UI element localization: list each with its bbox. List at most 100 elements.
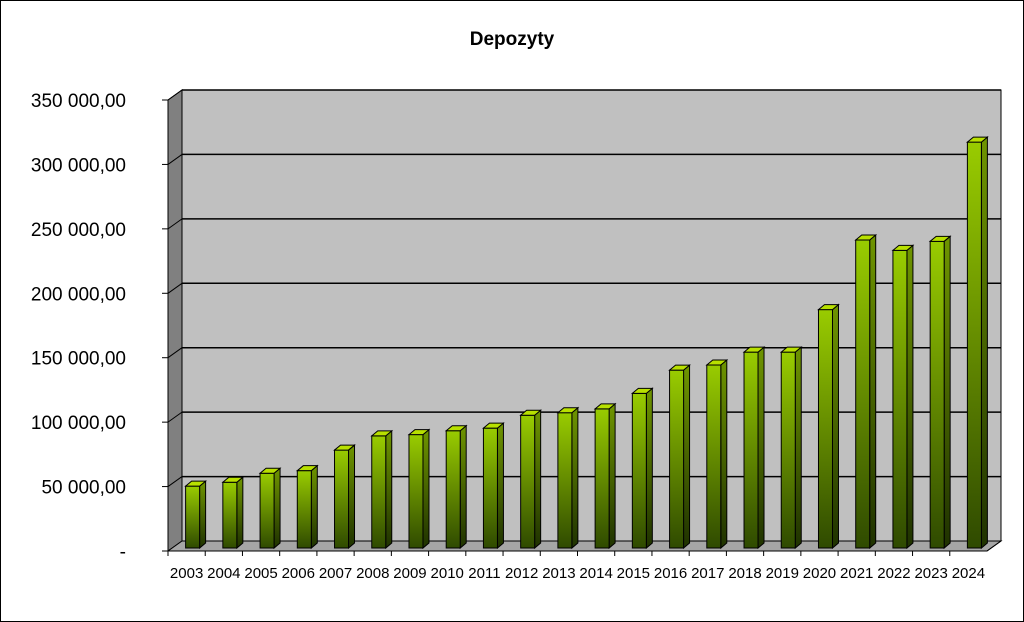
x-tick-label: 2006 — [282, 565, 315, 582]
bar-side — [385, 429, 393, 550]
bar-2008 — [370, 429, 394, 550]
gridline-side — [167, 347, 183, 359]
bar-2006 — [295, 464, 319, 550]
bar-2004 — [221, 476, 245, 550]
bar-front — [482, 427, 498, 549]
bar-front — [371, 435, 387, 549]
bar-top — [668, 364, 691, 371]
bar-2019 — [779, 346, 803, 550]
bar-top — [928, 235, 952, 242]
bar-front — [408, 434, 424, 549]
bar-side — [608, 402, 616, 550]
bar-top — [593, 403, 617, 410]
bar-front — [557, 412, 573, 549]
bar-top — [817, 304, 840, 311]
bar-front — [631, 392, 647, 549]
bar-2021 — [854, 233, 878, 550]
bar-top — [556, 407, 580, 414]
bar-side — [720, 358, 728, 550]
x-tick-label: 2023 — [914, 565, 947, 582]
bar-side — [422, 428, 430, 550]
x-tick-label: 2022 — [877, 565, 910, 582]
x-axis: 2003 2004 2005 2006 2007 2008 2009 2010 2011 2012… — [167, 540, 1002, 582]
x-tick-label: 2017 — [691, 565, 724, 582]
bar-front — [892, 249, 908, 549]
bar-side — [906, 244, 914, 550]
y-tick-label: 350 000,00 — [31, 91, 126, 112]
bar-top — [519, 409, 543, 416]
bar-2015 — [630, 387, 654, 550]
x-tick-label: 2013 — [542, 565, 575, 582]
bar-2010 — [444, 424, 468, 550]
x-tick-label: 2004 — [207, 565, 240, 582]
gridline-side — [167, 89, 183, 101]
bar-front — [520, 414, 536, 549]
bar-top — [184, 480, 207, 487]
x-tick-label: 2018 — [728, 565, 761, 582]
bar-side — [831, 303, 839, 550]
bar-front — [966, 141, 982, 549]
bar-2024 — [966, 136, 989, 550]
bar-front — [185, 485, 201, 549]
bar-2009 — [407, 428, 431, 550]
bar-front — [669, 369, 685, 549]
y-tick-label: 150 000,00 — [31, 349, 126, 370]
bar-front — [222, 481, 238, 549]
gridline-side — [167, 282, 183, 294]
gridline-side — [167, 218, 183, 230]
x-tick-label: 2020 — [803, 565, 836, 582]
y-axis: - 50 000,00 100 000,00 150 000,00 200 000,00… — [31, 91, 169, 563]
bar-2003 — [184, 480, 207, 550]
bar-side — [645, 387, 653, 550]
y-tick-label: - — [120, 542, 126, 563]
chart-title: Depozyty — [470, 29, 555, 50]
gridline-side — [167, 476, 183, 487]
bar-top — [966, 136, 989, 143]
bar-front — [817, 309, 833, 549]
bar-top — [258, 467, 282, 474]
bar-top — [854, 234, 878, 241]
bar-front — [929, 240, 945, 549]
x-tick-label: 2012 — [505, 565, 538, 582]
bar-front — [706, 364, 722, 549]
x-tick-label: 2024 — [952, 565, 985, 582]
bar-side — [459, 424, 467, 550]
bar-side — [757, 346, 765, 550]
x-tick-label: 2011 — [468, 565, 500, 582]
x-tick-label: 2007 — [319, 565, 352, 582]
bar-side — [869, 233, 877, 550]
y-tick-label: 250 000,00 — [31, 220, 126, 241]
bar-front — [780, 351, 796, 549]
bar-2005 — [258, 467, 282, 550]
bar-top — [779, 346, 803, 353]
bar-front — [445, 430, 461, 549]
bar-front — [855, 239, 871, 549]
bar-2014 — [593, 402, 617, 550]
x-tick-label: 2003 — [170, 565, 203, 582]
bar-side — [310, 464, 318, 550]
bar-top — [333, 444, 356, 451]
x-tick-label: 2009 — [393, 565, 426, 582]
bar-side — [683, 364, 691, 550]
x-tick-label: 2021 — [840, 565, 873, 582]
bar-front — [594, 408, 610, 549]
gridline-side — [167, 411, 183, 423]
bar-2012 — [519, 409, 543, 550]
bar-top — [370, 430, 394, 437]
bar-side — [199, 480, 207, 550]
x-tick-label: 2010 — [431, 565, 464, 582]
x-tick-label: 2019 — [766, 565, 799, 582]
bar-top — [482, 422, 505, 429]
bar-side — [534, 409, 542, 550]
gridline-side — [167, 154, 183, 165]
bar-side — [236, 476, 244, 550]
bar-side — [571, 406, 579, 550]
bar-2016 — [668, 364, 691, 550]
bar-2011 — [482, 422, 505, 550]
bars — [184, 136, 989, 550]
bar-side — [943, 235, 951, 550]
y-tick-label: 100 000,00 — [31, 413, 126, 434]
bar-top — [295, 465, 319, 472]
bar-side — [980, 136, 988, 550]
